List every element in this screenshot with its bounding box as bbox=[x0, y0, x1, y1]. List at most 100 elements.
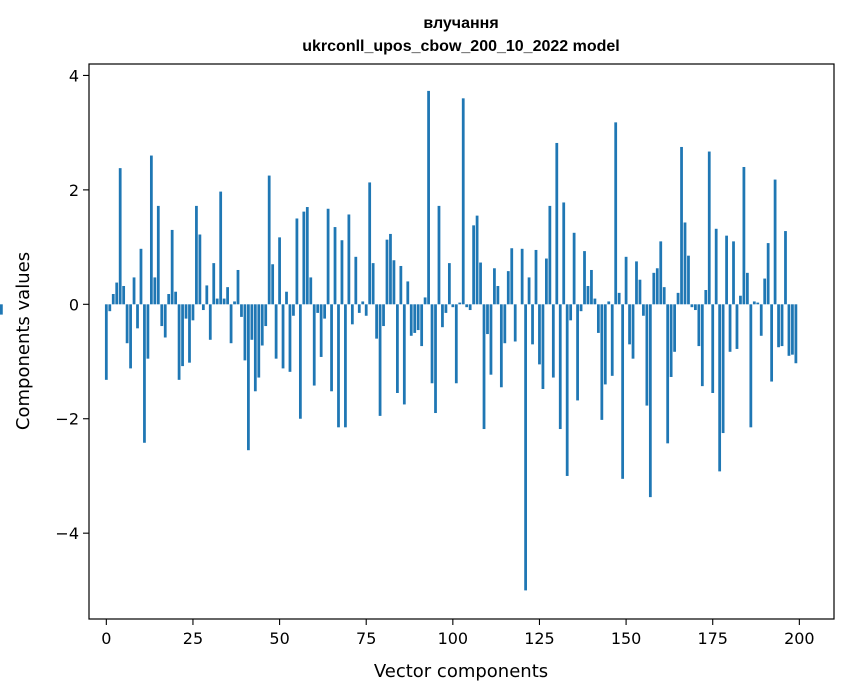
bar-170 bbox=[694, 304, 697, 311]
bar-114 bbox=[499, 304, 503, 388]
bar-196 bbox=[784, 231, 787, 305]
bar-54 bbox=[292, 304, 295, 316]
plot-area-frame bbox=[88, 63, 835, 620]
bar-162 bbox=[666, 304, 670, 444]
bar-154 bbox=[638, 279, 642, 305]
bar-127 bbox=[545, 258, 548, 305]
bar-75 bbox=[364, 304, 368, 316]
bar-164 bbox=[673, 304, 676, 352]
bar-135 bbox=[572, 232, 576, 305]
bar-68 bbox=[340, 240, 344, 305]
x-tick-label: 100 bbox=[438, 629, 469, 648]
bar-106 bbox=[472, 225, 476, 305]
bar-179 bbox=[725, 235, 728, 305]
bar-128 bbox=[548, 205, 552, 305]
bar-182 bbox=[735, 304, 739, 349]
bar-130 bbox=[555, 142, 559, 305]
bar-82 bbox=[389, 233, 392, 305]
bar-30 bbox=[208, 304, 212, 340]
x-tick-label: 0 bbox=[101, 629, 111, 648]
bar-69 bbox=[344, 304, 347, 428]
bar-26 bbox=[195, 205, 198, 305]
y-tick-label: −2 bbox=[55, 410, 79, 429]
bar-153 bbox=[635, 261, 638, 305]
bar-21 bbox=[177, 304, 181, 380]
bar-25 bbox=[191, 304, 195, 321]
bar-89 bbox=[413, 304, 417, 333]
y-tick-label: 4 bbox=[69, 66, 79, 85]
bar-38 bbox=[236, 269, 240, 305]
bar-86 bbox=[402, 304, 406, 405]
bar-176 bbox=[714, 228, 718, 305]
x-axis-ticks: 0 25 50 75 100 125 150 175 200 bbox=[101, 619, 815, 648]
bar-186 bbox=[749, 304, 753, 428]
bar-159 bbox=[655, 268, 659, 305]
chart-title-line-2: ukrconll_upos_cbow_200_10_2022 model bbox=[302, 38, 619, 55]
bar-15 bbox=[156, 205, 160, 305]
bar-20 bbox=[174, 291, 178, 305]
bar-88 bbox=[409, 304, 413, 336]
bar-85 bbox=[399, 265, 403, 305]
bar-78 bbox=[375, 304, 378, 339]
x-tick-label: 175 bbox=[697, 629, 728, 648]
bar-6 bbox=[125, 304, 129, 344]
bar-34 bbox=[222, 298, 226, 305]
bar-131 bbox=[558, 304, 562, 430]
bar-166 bbox=[680, 146, 683, 305]
bar-139 bbox=[586, 286, 590, 305]
bar-123 bbox=[531, 304, 534, 345]
bar-36 bbox=[229, 304, 233, 344]
bar-19 bbox=[170, 229, 174, 305]
bar-174 bbox=[707, 151, 711, 305]
bar-108 bbox=[479, 262, 482, 305]
bar-134 bbox=[569, 304, 573, 321]
bar-47 bbox=[267, 175, 271, 305]
bar-8 bbox=[132, 277, 136, 305]
x-tick-label: 125 bbox=[524, 629, 555, 648]
bar-150 bbox=[624, 256, 628, 305]
bar-103 bbox=[461, 98, 465, 305]
bar-74 bbox=[361, 301, 365, 305]
bar-191 bbox=[766, 243, 770, 305]
bar-136 bbox=[576, 304, 579, 401]
bar-192 bbox=[770, 304, 774, 382]
bar-151 bbox=[628, 304, 631, 345]
bar-184 bbox=[742, 166, 746, 305]
bar-178 bbox=[721, 304, 725, 434]
bar-126 bbox=[541, 304, 545, 389]
bar-113 bbox=[496, 286, 500, 305]
x-tick-label: 150 bbox=[611, 629, 642, 648]
bar-64 bbox=[326, 208, 330, 305]
bar-99 bbox=[447, 263, 451, 305]
bar-190 bbox=[763, 278, 767, 305]
bar-161 bbox=[662, 287, 666, 305]
y-tick-label: 0 bbox=[69, 295, 79, 314]
bar-61 bbox=[316, 304, 320, 313]
bar-132 bbox=[562, 202, 566, 305]
bar-129 bbox=[551, 304, 555, 378]
bar-169 bbox=[690, 304, 694, 308]
bar-105 bbox=[468, 304, 472, 311]
bar-93 bbox=[427, 90, 430, 305]
bar-147 bbox=[614, 122, 618, 305]
bar-63 bbox=[323, 304, 327, 319]
y-tick-label: −4 bbox=[55, 524, 79, 543]
bar-98 bbox=[444, 304, 448, 313]
bar-5 bbox=[122, 286, 126, 305]
bar-4 bbox=[118, 168, 122, 305]
bar-142 bbox=[596, 304, 600, 333]
bar-185 bbox=[745, 272, 749, 305]
bar-2 bbox=[111, 294, 115, 305]
bar-87 bbox=[406, 281, 410, 305]
bar-172 bbox=[700, 304, 704, 387]
bar-72 bbox=[354, 256, 358, 305]
bar-145 bbox=[607, 301, 611, 305]
bar-138 bbox=[583, 251, 586, 305]
bar-3 bbox=[115, 282, 119, 305]
bar-96 bbox=[437, 205, 441, 305]
x-tick-label: 75 bbox=[356, 629, 376, 648]
bar-143 bbox=[600, 304, 604, 420]
bar-84 bbox=[396, 304, 399, 393]
bar-70 bbox=[347, 214, 351, 305]
bar-125 bbox=[538, 304, 541, 365]
